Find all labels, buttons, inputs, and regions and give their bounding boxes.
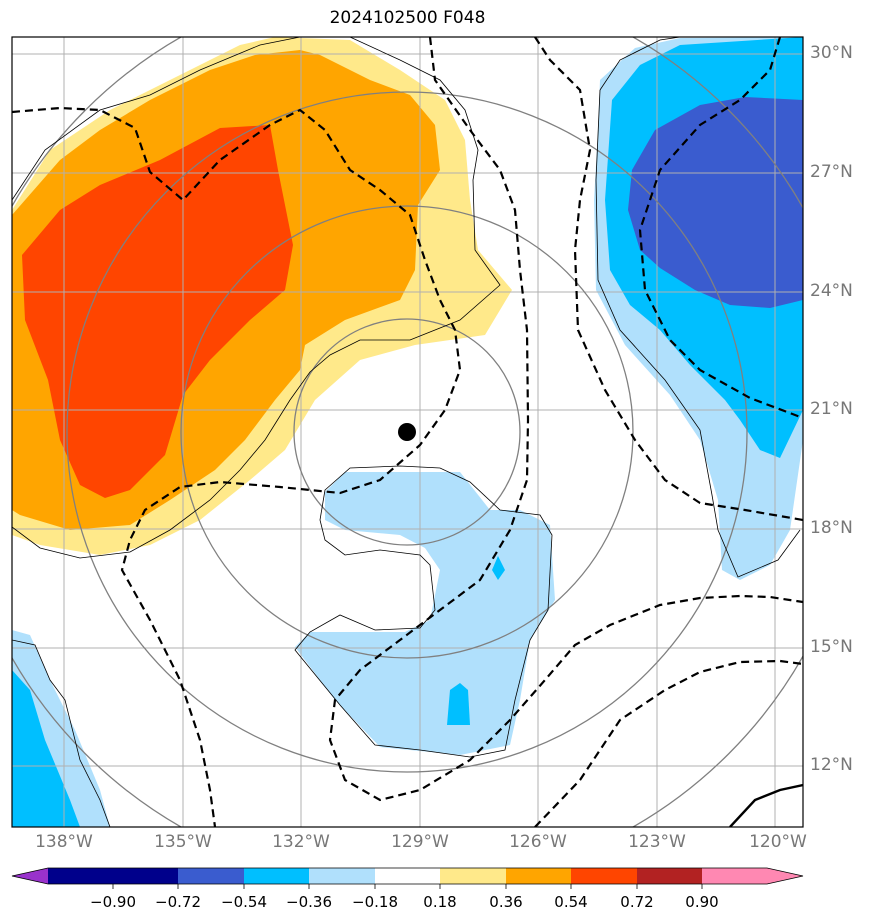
- colorbar-tick-label: 0.18: [423, 893, 457, 911]
- colorbar-tick-label: −0.36: [286, 893, 332, 911]
- colorbar-tick-label: 0.54: [554, 893, 588, 911]
- colorbar-extend-high: [767, 868, 803, 884]
- colorbar-bin: [113, 868, 178, 884]
- colorbar-bin: [244, 868, 309, 884]
- colorbar: [11, 867, 804, 889]
- colorbar-tick-label: 0.36: [489, 893, 523, 911]
- colorbar-bin: [506, 868, 571, 884]
- lat-label: 12°N: [810, 755, 853, 775]
- anomaly-fill-minus-0.36-sw: [12, 670, 80, 827]
- lon-label: 132°W: [272, 832, 330, 852]
- colorbar-tick-label: 0.90: [685, 893, 719, 911]
- colorbar-bin: [571, 868, 637, 884]
- colorbar-bin: [637, 868, 702, 884]
- range-rings: [12, 37, 803, 827]
- lat-label: 15°N: [810, 637, 853, 657]
- dashed-contours: [12, 37, 803, 827]
- colorbar-bin: [309, 868, 375, 884]
- anomaly-fill-0.54: [22, 125, 293, 498]
- colorbar-outline: [11, 867, 804, 885]
- map-title: 2024102500 F048: [329, 8, 486, 28]
- colorbar-bin: [48, 868, 113, 884]
- colorbar-tick-label: −0.18: [352, 893, 398, 911]
- lat-label: 30°N: [810, 43, 853, 63]
- lat-label: 21°N: [810, 399, 853, 419]
- colorbar-tick-label: −0.72: [155, 893, 201, 911]
- anomaly-fill-minus-0.36-spot-1: [447, 683, 470, 725]
- lon-label: 120°W: [749, 832, 807, 852]
- lat-label: 18°N: [810, 518, 853, 538]
- lon-label: 126°W: [509, 832, 567, 852]
- anomaly-fill-minus-0.54-ne: [628, 97, 803, 308]
- lon-label: 123°W: [628, 832, 686, 852]
- lat-label: 24°N: [810, 281, 853, 301]
- colorbar-bin: [375, 868, 440, 884]
- lon-label: 138°W: [35, 832, 93, 852]
- colorbar-bin: [440, 868, 506, 884]
- lon-label: 135°W: [154, 832, 212, 852]
- colorbar-tick-label: −0.90: [90, 893, 136, 911]
- map-frame: [11, 36, 804, 828]
- lon-label: 129°W: [391, 832, 449, 852]
- storm-center-marker: [398, 423, 416, 441]
- lat-label: 27°N: [810, 162, 853, 182]
- colorbar-tick-label: −0.54: [221, 893, 267, 911]
- colorbar-bin: [178, 868, 244, 884]
- colorbar-bin: [702, 868, 767, 884]
- colorbar-tick-label: 0.72: [620, 893, 654, 911]
- solid-contour: [729, 783, 803, 827]
- anomaly-fill-minus-0.36-spot-2: [492, 556, 505, 580]
- anomaly-fill-minus-0.18-center: [295, 472, 555, 755]
- anomaly-outline-contours: [12, 37, 801, 827]
- gridlines: [12, 37, 803, 827]
- colorbar-extend-low: [12, 868, 48, 884]
